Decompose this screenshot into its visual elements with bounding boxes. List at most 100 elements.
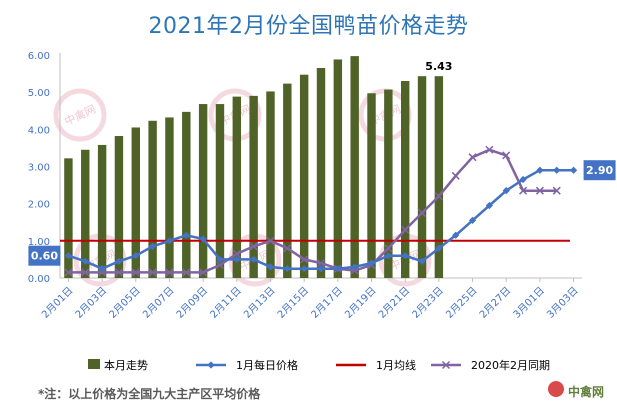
bar xyxy=(215,104,225,278)
data-point xyxy=(468,216,477,224)
data-point xyxy=(232,249,241,258)
x-tick-label: 2月09日 xyxy=(174,285,210,321)
bar xyxy=(97,144,107,278)
y-tick-label: 0.00 xyxy=(28,274,50,285)
legend-label: 1月均线 xyxy=(376,358,416,372)
data-point xyxy=(98,265,106,273)
data-label: 5.43 xyxy=(425,60,452,73)
data-point xyxy=(266,263,275,271)
data-point xyxy=(502,151,511,160)
bar xyxy=(64,158,73,278)
data-point xyxy=(334,265,342,273)
data-point xyxy=(148,268,157,277)
callout-box xyxy=(583,160,616,181)
x-tick-label: 2月03日 xyxy=(73,285,109,321)
chart-title: 2021年2月份全国鸭苗价格走势 xyxy=(148,14,469,39)
x-tick-label: 2月01日 xyxy=(39,285,75,321)
data-point xyxy=(165,268,174,277)
data-point xyxy=(552,186,561,195)
data-point xyxy=(165,237,174,245)
watermark-text: 中禽网 xyxy=(62,102,98,129)
data-point xyxy=(418,257,426,265)
data-point xyxy=(216,255,224,264)
data-point xyxy=(351,263,359,271)
callout-label: 0.60 xyxy=(31,250,58,263)
bar xyxy=(266,91,275,278)
bar xyxy=(434,76,444,278)
x-tick-label: 2月27日 xyxy=(477,285,513,321)
data-point xyxy=(468,153,477,162)
x-axis: 2月01日2月03日2月05日2月07日2月09日2月11日2月13日2月15日… xyxy=(39,277,582,321)
bar xyxy=(114,136,124,278)
x-tick-label: 3月01日 xyxy=(511,285,547,321)
bar xyxy=(316,68,326,278)
data-point xyxy=(535,186,544,195)
legend-label: 1月每日价格 xyxy=(236,358,298,372)
data-point xyxy=(233,255,241,264)
legend-marker xyxy=(441,360,451,370)
x-tick-label: 2月05日 xyxy=(107,285,143,321)
y-tick-label: 3.00 xyxy=(28,163,50,174)
legend-marker xyxy=(207,361,215,369)
data-point xyxy=(316,259,326,268)
x-tick-label: 2月13日 xyxy=(241,285,277,321)
bar xyxy=(333,59,343,279)
line-series xyxy=(60,145,578,277)
legend-label: 2020年2月同期 xyxy=(471,358,550,372)
bar xyxy=(232,96,242,278)
bar xyxy=(384,89,393,278)
callout-label: 2.90 xyxy=(586,164,613,177)
data-point xyxy=(569,166,578,174)
legend: 本月走势 1月每日价格 1月均线 2020年2月同期 xyxy=(88,358,550,372)
watermark-logo xyxy=(53,88,107,142)
y-tick-label: 1.00 xyxy=(28,237,50,248)
data-point xyxy=(182,268,191,277)
bar xyxy=(417,76,427,278)
data-point xyxy=(434,192,443,201)
data-point xyxy=(451,171,460,180)
y-tick-label: 5.00 xyxy=(28,88,50,99)
data-point xyxy=(81,257,89,265)
data-point xyxy=(300,265,308,273)
x-tick-label: 2月25日 xyxy=(443,285,479,321)
data-point xyxy=(149,242,157,251)
data-point xyxy=(536,166,544,174)
data-point xyxy=(401,252,409,260)
data-point xyxy=(553,166,561,174)
y-tick-label: 6.00 xyxy=(28,51,50,62)
x-tick-label: 2月21日 xyxy=(376,285,412,321)
data-point xyxy=(199,268,208,277)
bar xyxy=(81,149,90,278)
x-tick-label: 2月17日 xyxy=(309,285,345,321)
x-tick-label: 2月11日 xyxy=(208,285,244,321)
data-point xyxy=(384,252,392,260)
data-point xyxy=(266,236,275,245)
data-point xyxy=(485,145,494,154)
data-point xyxy=(215,260,224,270)
data-point xyxy=(182,231,190,239)
data-point xyxy=(435,244,443,252)
data-point xyxy=(519,175,527,184)
footnote: *注：以上价格为全国九大主产区平均价格 xyxy=(38,387,261,401)
bar xyxy=(249,95,258,278)
data-point xyxy=(114,268,123,277)
data-point xyxy=(452,231,460,239)
x-tick-label: 2月19日 xyxy=(342,285,378,321)
bar xyxy=(182,111,191,279)
bar xyxy=(198,104,208,278)
x-tick-label: 3月03日 xyxy=(545,285,581,321)
y-tick-label: 4.00 xyxy=(28,125,50,136)
data-point xyxy=(64,268,73,277)
x-tick-label: 2月15日 xyxy=(275,285,311,321)
data-point xyxy=(519,186,528,195)
data-point xyxy=(401,225,410,234)
x-tick-label: 2月23日 xyxy=(410,285,446,321)
data-point xyxy=(131,268,140,277)
bar xyxy=(367,93,376,278)
bar xyxy=(165,117,174,278)
data-labels: 5.43 0.60 2.90 xyxy=(28,60,616,266)
bar xyxy=(400,81,410,279)
data-point xyxy=(250,255,258,264)
data-point xyxy=(199,235,207,243)
y-axis: 0.00 1.00 2.00 3.00 4.00 5.00 6.00 xyxy=(28,51,61,285)
